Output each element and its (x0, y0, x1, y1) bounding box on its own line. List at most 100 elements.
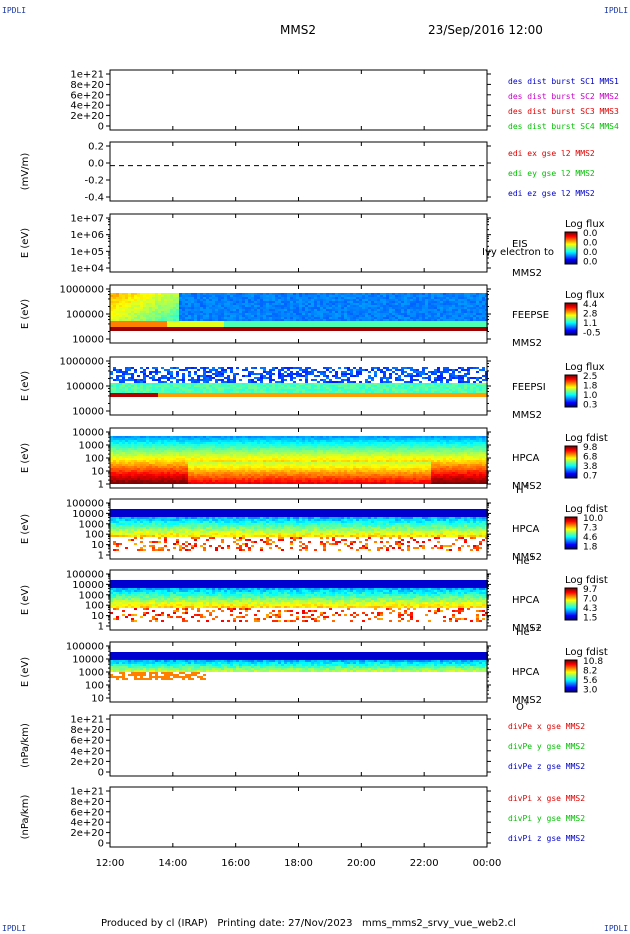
colorbar-cell (565, 380, 577, 382)
colorbar-cell (565, 303, 577, 305)
y-tick-label: 10 (91, 467, 104, 478)
legend-entry: des dist burst SC2 MMS2 (508, 92, 619, 101)
y-tick-label: 1 (98, 551, 104, 562)
colorbar-tick-label: 0.0 (583, 258, 598, 268)
colorbar-cell (565, 607, 577, 609)
legend-entry: des dist burst SC1 MMS1 (508, 77, 619, 86)
spectrogram-cells (110, 367, 488, 397)
y-tick-label: 8e+20 (70, 80, 104, 91)
y-tick-label: 6e+20 (70, 807, 104, 818)
colorbar-cell (565, 394, 577, 396)
colorbar-tick-label: 7.0 (583, 595, 598, 605)
legend-entry: edi ey gse l2 MMS2 (508, 169, 595, 178)
colorbar-tick-label: 0.0 (583, 239, 598, 249)
y-tick-label: 100 (85, 530, 104, 541)
colorbar-cell (565, 518, 577, 520)
colorbar-cell (565, 596, 577, 598)
colorbar-cell (565, 541, 577, 543)
instrument-label: HPCA (512, 667, 540, 678)
colorbar-cell (565, 526, 577, 528)
colorbar-tick-label: 1.0 (583, 391, 598, 401)
colorbar-tick-label: 0.7 (583, 472, 597, 482)
colorbar-cell (565, 609, 577, 611)
y-tick-label: 10000 (72, 428, 104, 439)
colorbar-cell (565, 530, 577, 532)
colorbar-cell (565, 671, 577, 673)
colorbar-cell (565, 392, 577, 394)
colorbar-cell (565, 304, 577, 306)
spacecraft-label: MMS2 (512, 410, 542, 421)
y-tick-label: 4e+20 (70, 101, 104, 112)
y-tick-label: 1 (98, 480, 104, 491)
y-axis-label: E (eV) (20, 299, 31, 329)
colorbar-cell (565, 306, 577, 308)
y-tick-label: 10 (91, 694, 104, 705)
legend-entry: divPi y gse MMS2 (508, 814, 585, 823)
colorbar-cell (565, 251, 577, 253)
colorbar-cell (565, 675, 577, 677)
colorbar-title: Log fdist (565, 433, 608, 444)
spectrogram-cells (110, 580, 488, 622)
colorbar-cell (565, 602, 577, 604)
colorbar-tick-label: 1.8 (583, 382, 598, 392)
colorbar-cell (565, 542, 577, 544)
panel-5: 1000000 100000 10000 (59, 356, 578, 418)
colorbar-cell (565, 528, 577, 530)
legend-entry: edi ez gse l2 MMS2 (508, 189, 595, 198)
colorbar-cell (565, 547, 577, 549)
colorbar-cell (565, 467, 577, 469)
y-tick-label: 1000000 (59, 357, 104, 368)
colorbar-cell (565, 241, 577, 243)
colorbar-cell (565, 603, 577, 605)
colorbar-cell (565, 259, 577, 261)
colorbar-frame (564, 302, 578, 336)
spacecraft-label: MMS2 (512, 338, 542, 349)
colorbar-cell (565, 333, 577, 335)
colorbar-cell (565, 316, 577, 318)
colorbar-cell (565, 688, 577, 690)
colorbar-cell (565, 465, 577, 467)
colorbar-tick-label: 5.6 (583, 676, 598, 686)
colorbar-cell (565, 388, 577, 390)
legend-entry: des dist burst SC4 MMS4 (508, 122, 619, 131)
colorbar-cell (565, 545, 577, 547)
overlay-title: Ivy electron to (482, 247, 554, 258)
colorbar-cell (565, 469, 577, 471)
colorbar-cell (565, 470, 577, 472)
colorbar-tick-label: 9.8 (583, 443, 598, 453)
colorbar-cell (565, 323, 577, 325)
y-tick-label: 1e+07 (70, 214, 104, 225)
colorbar-cell (565, 448, 577, 450)
y-tick-label: 1e+21 (70, 715, 104, 726)
instrument-label: EIS (512, 239, 528, 250)
colorbar-frame (564, 587, 578, 621)
y-axis-label: E (eV) (20, 657, 31, 687)
colorbar-cell (565, 680, 577, 682)
colorbar-cell (565, 252, 577, 254)
y-tick-label: 10 (91, 540, 104, 551)
y-tick-label: 100000 (66, 570, 104, 581)
colorbar-cell (565, 317, 577, 319)
y-tick-label: 100 (85, 601, 104, 612)
colorbar-cell (565, 664, 577, 666)
y-tick-label: 0 (98, 122, 104, 133)
panel-frame (109, 69, 488, 131)
colorbar-cell (565, 457, 577, 459)
y-tick-label: 8e+20 (70, 725, 104, 736)
colorbar-cell (565, 255, 577, 257)
spectrogram-cells (110, 293, 488, 331)
colorbar-cell (565, 253, 577, 255)
colorbar-cell (565, 599, 577, 601)
footer-credit: Produced by cl (IRAP) Printing date: 27/… (101, 918, 516, 929)
colorbar-cell (565, 386, 577, 388)
colorbar-cell (565, 592, 577, 594)
y-tick-label: 6e+20 (70, 736, 104, 747)
legend-entry: des dist burst SC3 MMS3 (508, 107, 619, 116)
spectrogram-cells (110, 436, 488, 484)
colorbar-cell (565, 332, 577, 334)
colorbar-cell (565, 690, 577, 692)
y-tick-label: 1e+21 (70, 787, 104, 798)
panel-4: 1000000 100000 10000 (59, 284, 578, 346)
colorbar-cell (565, 376, 577, 378)
colorbar-tick-label: 4.3 (583, 604, 597, 614)
